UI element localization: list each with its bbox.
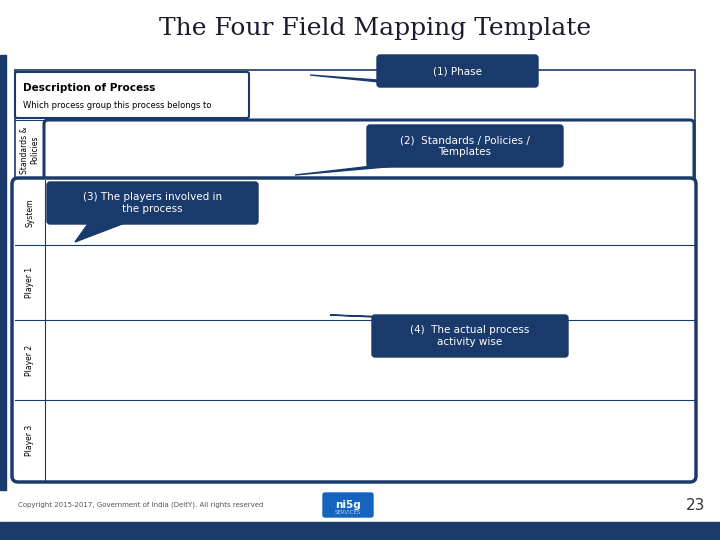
FancyBboxPatch shape [47,182,258,224]
FancyBboxPatch shape [372,315,568,357]
Text: (3) The players involved in
the process: (3) The players involved in the process [83,192,222,214]
FancyBboxPatch shape [367,125,563,167]
Bar [15,70,695,480]
Text: Player 3: Player 3 [25,424,35,456]
Text: (4)  The actual process
activity wise: (4) The actual process activity wise [410,325,530,347]
Text: Standards &
Policies: Standards & Policies [20,126,40,174]
Text: Player 1: Player 1 [25,267,35,298]
FancyBboxPatch shape [12,178,696,482]
Text: Which process group this process belongs to: Which process group this process belongs… [23,100,212,110]
Text: Player 2: Player 2 [25,345,35,375]
Text: Description of Process: Description of Process [23,83,156,93]
Bar [0,55,6,490]
FancyBboxPatch shape [15,72,249,118]
Bar [0,522,720,540]
Text: The Four Field Mapping Template: The Four Field Mapping Template [159,17,591,39]
FancyBboxPatch shape [377,55,538,87]
FancyBboxPatch shape [323,493,373,517]
Polygon shape [295,164,420,175]
Polygon shape [310,75,430,84]
Text: (1) Phase: (1) Phase [433,66,482,76]
Text: System: System [25,198,35,227]
Text: (2)  Standards / Policies /
Templates: (2) Standards / Policies / Templates [400,135,530,157]
FancyBboxPatch shape [44,120,694,180]
Polygon shape [75,221,130,242]
Text: Copyright 2015-2017, Government of India (DeitY). All rights reserved: Copyright 2015-2017, Government of India… [18,502,264,508]
Polygon shape [330,315,425,318]
Text: 23: 23 [685,497,705,512]
Text: SERVICES: SERVICES [335,510,361,516]
Text: ni5g: ni5g [335,500,361,510]
